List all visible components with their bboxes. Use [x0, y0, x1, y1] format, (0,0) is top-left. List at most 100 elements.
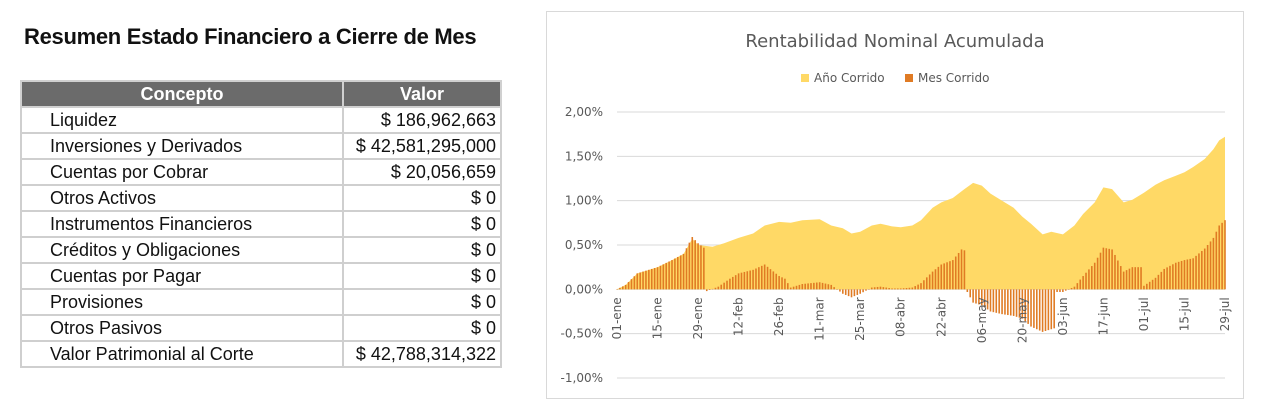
- x-tick-label: 22-abr: [934, 297, 948, 337]
- bar-mes-corrido: [1021, 289, 1024, 319]
- bar-mes-corrido: [1050, 289, 1053, 330]
- bar-mes-corrido: [1041, 289, 1044, 332]
- bar-mes-corrido: [1047, 289, 1050, 331]
- bar-mes-corrido: [729, 278, 731, 290]
- bar-mes-corrido: [723, 282, 725, 290]
- bar-mes-corrido: [923, 280, 925, 290]
- bar-mes-corrido: [969, 289, 972, 298]
- bar-mes-corrido: [1212, 237, 1215, 290]
- row-value: $ 0: [342, 236, 502, 264]
- bar-mes-corrido: [1024, 289, 1027, 322]
- bar-mes-corrido: [943, 263, 945, 290]
- bar-mes-corrido: [975, 289, 977, 304]
- bar-mes-corrido: [998, 289, 1000, 314]
- legend-swatch-mes-corrido: [905, 74, 913, 82]
- bar-mes-corrido: [691, 237, 694, 290]
- bar-mes-corrido: [1117, 260, 1119, 290]
- row-value: $ 0: [342, 314, 502, 342]
- bar-mes-corrido: [801, 284, 804, 290]
- bar-mes-corrido: [656, 267, 659, 290]
- x-tick-label: 26-feb: [772, 297, 786, 336]
- bar-mes-corrido: [789, 287, 792, 290]
- bar-mes-corrido: [1198, 253, 1200, 290]
- bar-mes-corrido: [946, 262, 948, 290]
- bar-mes-corrido: [833, 287, 835, 290]
- bar-mes-corrido: [630, 279, 633, 290]
- x-tick-label: 15-ene: [651, 297, 665, 339]
- bar-mes-corrido: [1004, 289, 1006, 315]
- x-tick-label: 29-jul: [1218, 297, 1232, 331]
- bar-mes-corrido: [636, 273, 639, 290]
- bar-mes-corrido: [842, 289, 844, 294]
- bar-mes-corrido: [963, 250, 966, 290]
- bar-mes-corrido: [1053, 289, 1055, 329]
- bar-mes-corrido: [737, 273, 740, 290]
- bar-mes-corrido: [813, 282, 815, 290]
- y-tick-label: 1,00%: [565, 194, 603, 208]
- bar-mes-corrido: [902, 288, 905, 290]
- bar-mes-corrido: [682, 253, 685, 290]
- bar-mes-corrido: [769, 269, 772, 290]
- bar-mes-corrido: [1088, 269, 1090, 290]
- bar-mes-corrido: [778, 276, 780, 290]
- bar-mes-corrido: [766, 266, 769, 290]
- bar-mes-corrido: [1056, 289, 1058, 292]
- bar-mes-corrido: [1076, 283, 1079, 290]
- bar-mes-corrido: [760, 265, 763, 290]
- bar-mes-corrido: [720, 284, 723, 290]
- row-value: $ 186,962,663: [342, 106, 502, 134]
- bar-mes-corrido: [1128, 268, 1131, 290]
- bar-mes-corrido: [1183, 260, 1186, 290]
- bar-mes-corrido: [1160, 271, 1163, 290]
- bar-mes-corrido: [743, 271, 746, 290]
- bar-mes-corrido: [650, 268, 653, 290]
- bar-mes-corrido: [873, 287, 876, 290]
- bar-mes-corrido: [1015, 289, 1018, 317]
- bar-mes-corrido: [876, 286, 879, 290]
- bar-mes-corrido: [621, 286, 624, 290]
- bar-mes-corrido: [821, 282, 824, 290]
- x-tick-label: 20-may: [1015, 297, 1029, 343]
- bar-mes-corrido: [1073, 286, 1076, 290]
- bar-mes-corrido: [870, 287, 873, 290]
- bar-mes-corrido: [775, 273, 778, 290]
- bar-mes-corrido: [674, 258, 676, 290]
- bar-mes-corrido: [940, 264, 943, 290]
- bar-mes-corrido: [1044, 289, 1047, 331]
- bar-mes-corrido: [995, 289, 998, 313]
- x-tick-label: 03-jun: [1056, 297, 1070, 335]
- row-value: $ 42,788,314,322: [342, 340, 502, 368]
- bar-mes-corrido: [1177, 261, 1180, 290]
- bar-mes-corrido: [1027, 289, 1029, 324]
- row-value: $ 0: [342, 184, 502, 212]
- bar-mes-corrido: [1189, 258, 1192, 290]
- bar-mes-corrido: [653, 268, 656, 290]
- column-header-concept: Concepto: [20, 80, 344, 108]
- row-concept: Cuentas por Cobrar: [20, 158, 344, 186]
- bar-mes-corrido: [853, 289, 856, 297]
- bar-mes-corrido: [752, 269, 754, 290]
- bar-mes-corrido: [792, 286, 795, 290]
- bar-mes-corrido: [662, 264, 665, 290]
- bar-mes-corrido: [749, 270, 751, 290]
- chart-title: Rentabilidad Nominal Acumulada: [745, 31, 1044, 52]
- row-concept: Inversiones y Derivados: [20, 132, 344, 160]
- y-tick-label: -1,00%: [561, 371, 603, 385]
- bar-mes-corrido: [627, 282, 630, 290]
- bar-mes-corrido: [1201, 250, 1203, 290]
- bar-mes-corrido: [1096, 257, 1099, 290]
- bar-mes-corrido: [1033, 289, 1035, 328]
- bar-mes-corrido: [1148, 281, 1151, 290]
- table-row: Otros Pasivos $ 0: [20, 314, 502, 342]
- bar-mes-corrido: [714, 287, 717, 290]
- bar-mes-corrido: [1166, 267, 1168, 290]
- bar-mes-corrido: [619, 287, 621, 290]
- bar-mes-corrido: [1180, 260, 1183, 290]
- bar-mes-corrido: [1157, 274, 1160, 290]
- bar-mes-corrido: [954, 256, 957, 290]
- bar-mes-corrido: [815, 282, 818, 290]
- bar-mes-corrido: [1064, 289, 1067, 291]
- bar-mes-corrido: [781, 277, 783, 290]
- x-tick-label: 12-feb: [732, 297, 746, 336]
- legend-swatch-ano-corrido: [801, 74, 809, 82]
